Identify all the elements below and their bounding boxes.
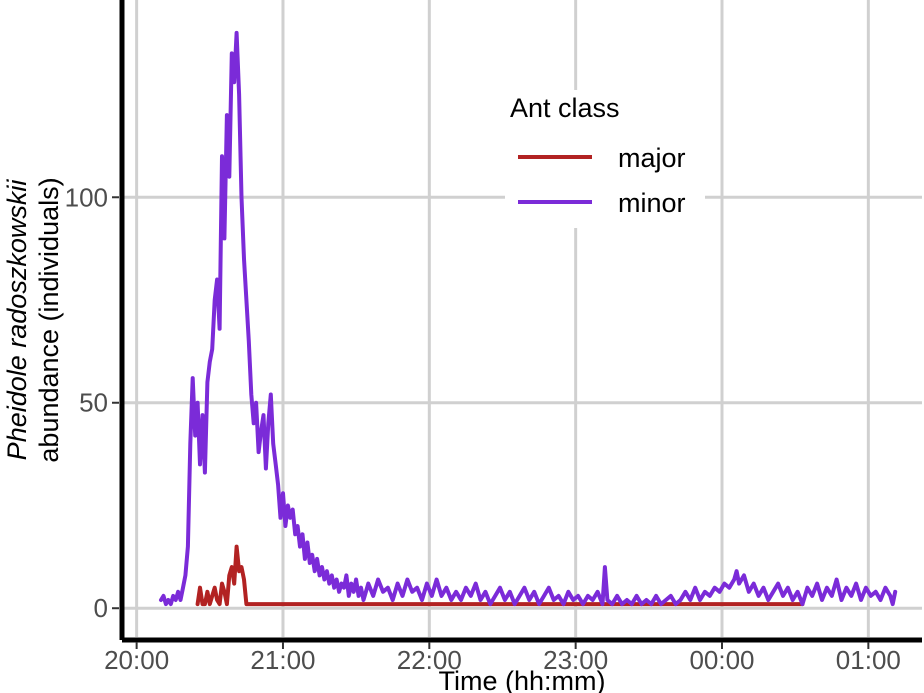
y-axis-title-line-1: Pheidole radoszkowskii [2, 179, 32, 461]
legend-label-major: major [618, 143, 686, 173]
x-axis-title: Time (hh:mm) [439, 666, 606, 693]
legend: Ant class major minor [505, 90, 705, 228]
series-lines [159, 30, 898, 607]
y-axis-title-line-2: abundance (individuals) [34, 177, 64, 462]
legend-label-minor: minor [618, 188, 686, 218]
x-tick-label-0000: 00:00 [689, 645, 754, 675]
axes [119, 0, 922, 643]
series-line-minor [159, 30, 898, 607]
tick-labels: 20:00 21:00 22:00 23:00 00:00 01:00 0 50 100 [65, 182, 901, 675]
y-tick-label-0: 0 [94, 593, 108, 623]
series-line-major [195, 544, 805, 607]
x-tick-label-2300: 23:00 [543, 645, 608, 675]
x-tick-label-2200: 22:00 [397, 645, 462, 675]
x-tick-label-0100: 01:00 [836, 645, 901, 675]
y-tick-label-50: 50 [79, 388, 108, 418]
x-tick-label-2100: 21:00 [250, 645, 315, 675]
legend-title: Ant class [510, 93, 620, 123]
x-tick-label-2000: 20:00 [104, 645, 169, 675]
y-tick-label-100: 100 [65, 182, 108, 212]
